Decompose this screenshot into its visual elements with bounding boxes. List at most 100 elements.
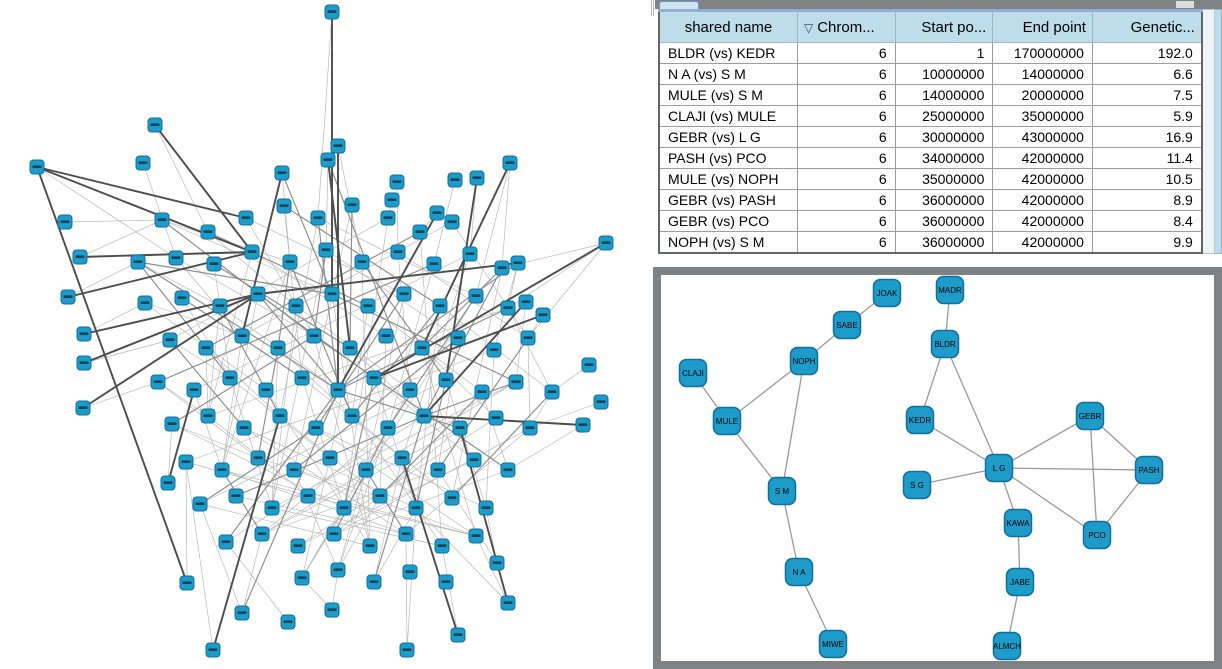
network-node[interactable]: [389, 174, 405, 190]
network-node[interactable]: [280, 614, 296, 630]
network-node[interactable]: [396, 286, 412, 302]
network-node[interactable]: [264, 500, 280, 516]
network-node[interactable]: [336, 500, 352, 516]
cell[interactable]: 10.5: [1091, 168, 1203, 190]
network-node[interactable]: [258, 382, 274, 398]
node-almch[interactable]: ALMCH: [992, 631, 1022, 661]
network-node[interactable]: [198, 340, 214, 356]
node-sabe[interactable]: SABE: [832, 310, 862, 340]
network-node[interactable]: [318, 242, 334, 258]
cell[interactable]: 42000000: [992, 168, 1093, 190]
node-l-g[interactable]: L G: [984, 453, 1014, 483]
network-node[interactable]: [178, 454, 194, 470]
strip-button[interactable]: [1176, 1, 1194, 8]
cell[interactable]: 6: [796, 189, 896, 211]
network-node[interactable]: [164, 416, 180, 432]
network-node[interactable]: [575, 417, 591, 433]
cell[interactable]: 8.4: [1091, 210, 1203, 232]
main-network-canvas[interactable]: [0, 0, 650, 669]
network-node[interactable]: [288, 298, 304, 314]
cell[interactable]: 14000000: [894, 84, 994, 106]
network-node[interactable]: [322, 450, 338, 466]
panel-tab[interactable]: [659, 1, 699, 9]
network-node[interactable]: [362, 538, 378, 554]
cell[interactable]: GEBR (vs) PASH: [658, 189, 798, 211]
cell[interactable]: 43000000: [992, 126, 1093, 148]
network-node[interactable]: [358, 462, 374, 478]
table-row[interactable]: PASH (vs) PCO 6 34000000 42000000 11.4: [658, 147, 1203, 169]
cell[interactable]: 5.9: [1091, 105, 1203, 127]
cell[interactable]: 36000000: [894, 231, 994, 254]
network-node[interactable]: [168, 250, 184, 266]
network-node[interactable]: [593, 394, 609, 410]
cell[interactable]: NOPH (vs) S M: [658, 231, 798, 254]
cell[interactable]: 9.9: [1091, 231, 1203, 254]
network-node[interactable]: [250, 286, 266, 302]
table-row[interactable]: GEBR (vs) PCO 6 36000000 42000000 8.4: [658, 210, 1203, 232]
network-node[interactable]: [147, 117, 163, 133]
node-pash[interactable]: PASH: [1134, 455, 1164, 485]
cell[interactable]: 42000000: [992, 231, 1093, 254]
network-node[interactable]: [276, 198, 292, 214]
network-node[interactable]: [412, 224, 428, 240]
network-node[interactable]: [478, 500, 494, 516]
network-node[interactable]: [200, 408, 216, 424]
cell[interactable]: 6: [796, 147, 896, 169]
cell[interactable]: 6: [796, 210, 896, 232]
filter-icon[interactable]: ▽: [803, 20, 814, 35]
node-joak[interactable]: JOAK: [872, 278, 902, 308]
network-node[interactable]: [342, 340, 358, 356]
cell[interactable]: 16.9: [1091, 126, 1203, 148]
network-node[interactable]: [488, 410, 504, 426]
network-node[interactable]: [200, 224, 216, 240]
cell[interactable]: 20000000: [992, 84, 1093, 106]
column-header-2[interactable]: Start po...: [894, 9, 994, 43]
cell[interactable]: 11.4: [1091, 147, 1203, 169]
network-node[interactable]: [384, 192, 400, 208]
column-header-0[interactable]: shared name: [658, 9, 798, 43]
network-node[interactable]: [254, 526, 270, 542]
network-node[interactable]: [344, 408, 360, 424]
network-node[interactable]: [270, 340, 286, 356]
node-jabe[interactable]: JABE: [1005, 567, 1035, 597]
network-node[interactable]: [500, 462, 516, 478]
network-node[interactable]: [366, 574, 382, 590]
column-header-4[interactable]: Genetic...: [1091, 9, 1203, 43]
cell[interactable]: GEBR (vs) L G: [658, 126, 798, 148]
network-node[interactable]: [468, 528, 484, 544]
network-node[interactable]: [300, 488, 316, 504]
network-node[interactable]: [250, 450, 266, 466]
network-node[interactable]: [222, 370, 238, 386]
network-node[interactable]: [354, 254, 370, 270]
network-node[interactable]: [330, 382, 346, 398]
network-node[interactable]: [330, 562, 346, 578]
cell[interactable]: 192.0: [1091, 42, 1203, 64]
cell[interactable]: 35000000: [992, 105, 1093, 127]
cell[interactable]: GEBR (vs) PCO: [658, 210, 798, 232]
network-node[interactable]: [438, 574, 454, 590]
network-node[interactable]: [438, 372, 454, 388]
network-node[interactable]: [450, 627, 466, 643]
network-node[interactable]: [429, 205, 445, 221]
network-node[interactable]: [135, 155, 151, 171]
node-n-a[interactable]: N A: [784, 557, 814, 587]
cell[interactable]: 6: [796, 84, 896, 106]
panel-splitter[interactable]: [650, 0, 655, 669]
network-node[interactable]: [137, 295, 153, 311]
network-node[interactable]: [76, 326, 92, 342]
network-node[interactable]: [402, 564, 418, 580]
node-kawa[interactable]: KAWA: [1003, 508, 1033, 538]
network-node[interactable]: [494, 260, 510, 276]
cell[interactable]: 8.9: [1091, 189, 1203, 211]
cell[interactable]: 25000000: [894, 105, 994, 127]
network-node[interactable]: [399, 642, 415, 658]
network-node[interactable]: [466, 452, 482, 468]
table-row[interactable]: CLAJI (vs) MULE 6 25000000 35000000 5.9: [658, 105, 1203, 127]
cell[interactable]: 36000000: [894, 189, 994, 211]
table-row[interactable]: GEBR (vs) L G 6 30000000 43000000 16.9: [658, 126, 1203, 148]
network-node[interactable]: [286, 462, 302, 478]
cell[interactable]: CLAJI (vs) MULE: [658, 105, 798, 127]
network-node[interactable]: [326, 526, 342, 542]
cell[interactable]: 10000000: [894, 63, 994, 85]
network-node[interactable]: [394, 450, 410, 466]
